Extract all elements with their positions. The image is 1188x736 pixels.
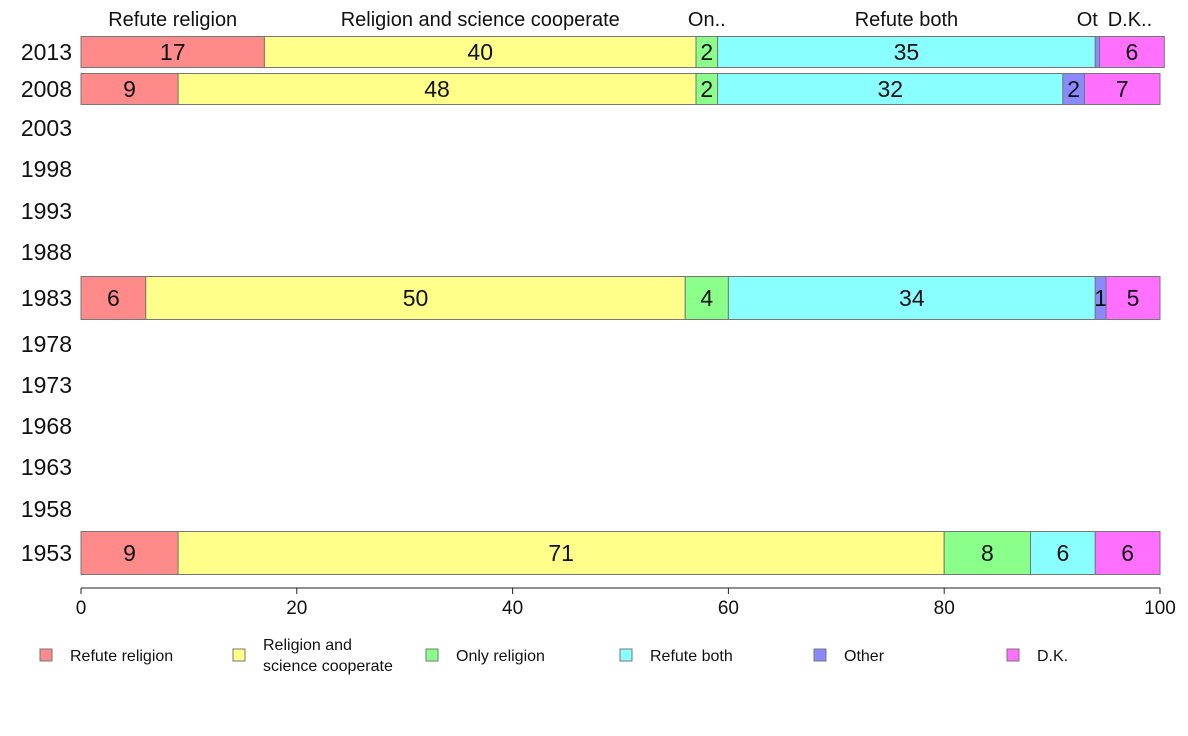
bar-segment-1953-only-religion: [943, 531, 1032, 575]
bar-segment-1983-refute-religion: [80, 276, 147, 320]
year-label-1983: 1983: [21, 285, 72, 311]
legend-swatch-refute-both: [619, 648, 633, 662]
x-tick-label-0: 0: [76, 598, 87, 619]
data-label-1953-refute-both: 6: [1056, 540, 1069, 566]
data-label-1953-d-k: 6: [1121, 540, 1134, 566]
legend-swatch-other: [813, 648, 827, 662]
bar-segment-1953-d-k: [1094, 531, 1161, 575]
bar-segment-1953-refute-religion: [80, 531, 179, 575]
year-labels: 2013 2008 2003 1998 1993 1988 1983 1978 1973 1968…: [21, 39, 72, 566]
year-label-1998: 1998: [21, 156, 72, 182]
year-label-1973: 1973: [21, 372, 72, 398]
year-label-1953: 1953: [21, 540, 72, 566]
data-label-2013-refute-religion: 17: [160, 39, 186, 65]
data-label-1953-only-religion: 8: [981, 540, 994, 566]
year-label-1968: 1968: [21, 413, 72, 439]
legend-label-only-religion: Only religion: [456, 648, 545, 665]
data-label-1983-only-religion: 4: [700, 285, 713, 311]
data-label-2013-only-religion: 2: [700, 39, 713, 65]
data-label-2008-refute-religion: 9: [123, 76, 136, 102]
bar-segment-1983-religion-and-science-cooperate: [145, 276, 686, 320]
bar-segment-1983-d-k: [1105, 276, 1161, 320]
bar-segment-2008-d-k: [1083, 73, 1161, 105]
year-label-2003: 2003: [21, 115, 72, 141]
data-label-1983-refute-religion: 6: [107, 285, 120, 311]
legend-swatch-only-religion: [425, 648, 439, 662]
bar-segment-2008-religion-and-science-cooperate: [177, 73, 697, 105]
bar-segment-2013-religion-and-science-cooperate: [263, 36, 697, 68]
bar-segment-2013-other: [1094, 36, 1101, 68]
bar-segment-2008-refute-religion: [80, 73, 179, 105]
data-label-1953-religion-and-science-cooperate: 71: [548, 540, 574, 566]
data-label-2013-refute-both: 35: [894, 39, 920, 65]
column-header-only-religion: On..: [688, 9, 726, 31]
x-tick-label-80: 80: [934, 598, 955, 619]
data-label-2008-refute-both: 32: [877, 76, 903, 102]
column-header-d-k: D.K..: [1108, 9, 1152, 31]
data-label-2013-religion-and-science-cooperate: 40: [467, 39, 493, 65]
data-label-1983-other: 1: [1094, 285, 1107, 311]
column-header-other: Ot: [1077, 9, 1099, 31]
column-header-religion-and-science-cooperate: Religion and science cooperate: [341, 9, 620, 31]
legend-label-religion-and-science-cooperate: Religion and science cooperate: [263, 637, 393, 675]
bar-segment-2013-d-k: [1099, 36, 1165, 68]
data-label-1983-d-k: 5: [1127, 285, 1140, 311]
legend-label-other: Other: [844, 648, 885, 665]
bar-segment-2013-refute-both: [717, 36, 1096, 68]
data-label-1983-religion-and-science-cooperate: 50: [403, 285, 429, 311]
x-axis: 0 20 40 60 80 100: [76, 587, 1176, 619]
x-tick-label-100: 100: [1144, 598, 1176, 619]
legend-swatch-d-k: [1006, 648, 1020, 662]
data-label-2013-d-k: 6: [1126, 39, 1139, 65]
bars: 17 40 2 35 6 9 48 2 32 2 7 6 50 4 34 1 5 9 71 8 6 6: [80, 36, 1165, 575]
legend-swatch-refute-religion: [39, 648, 53, 662]
legend-swatch-religion-and-science-cooperate: [232, 648, 246, 662]
data-label-2008-d-k: 7: [1116, 76, 1129, 102]
x-tick-label-20: 20: [286, 598, 307, 619]
column-header-refute-religion: Refute religion: [108, 9, 237, 31]
bar-segment-2008-refute-both: [717, 73, 1064, 105]
column-headers: Refute religion Religion and science coop…: [108, 9, 1152, 31]
year-label-1988: 1988: [21, 239, 72, 265]
bar-segment-1983-only-religion: [684, 276, 729, 320]
x-tick-label-40: 40: [502, 598, 523, 619]
data-label-2008-only-religion: 2: [700, 76, 713, 102]
data-label-1983-refute-both: 34: [899, 285, 925, 311]
data-label-2008-other: 2: [1067, 76, 1080, 102]
bar-segment-1953-religion-and-science-cooperate: [177, 531, 945, 575]
data-label-1953-refute-religion: 9: [123, 540, 136, 566]
bar-segment-2013-refute-religion: [80, 36, 265, 68]
year-label-2013: 2013: [21, 39, 72, 65]
year-label-1978: 1978: [21, 331, 72, 357]
legend: Refute religion Religion and science coope…: [39, 637, 1068, 675]
year-label-1993: 1993: [21, 198, 72, 224]
column-header-refute-both: Refute both: [855, 9, 958, 31]
legend-label-refute-both: Refute both: [650, 648, 733, 665]
legend-label-refute-religion: Refute religion: [70, 648, 173, 665]
data-label-2008-religion-and-science-cooperate: 48: [424, 76, 450, 102]
year-label-1963: 1963: [21, 454, 72, 480]
legend-label-d-k: D.K.: [1037, 648, 1068, 665]
year-label-2008: 2008: [21, 76, 72, 102]
x-tick-label-60: 60: [718, 598, 739, 619]
year-label-1958: 1958: [21, 496, 72, 522]
